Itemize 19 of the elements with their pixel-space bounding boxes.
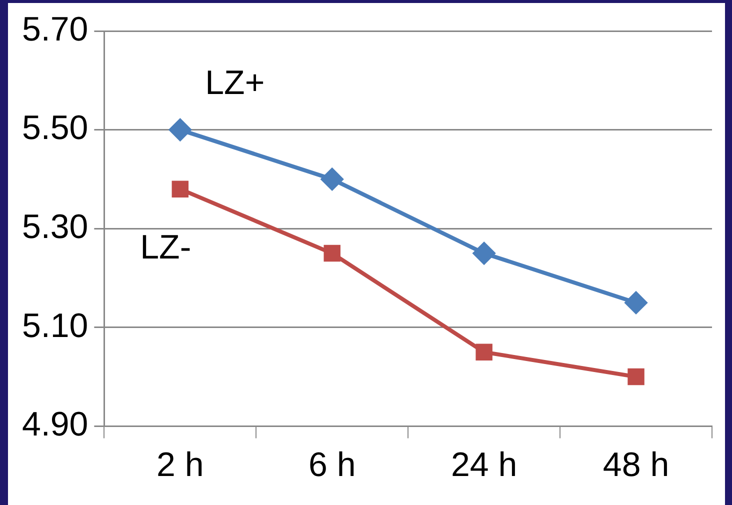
x-tick-label: 48 h [602, 446, 670, 484]
y-tick-label: 5.30 [22, 208, 88, 246]
series-label: LZ- [140, 228, 192, 266]
point [321, 168, 344, 190]
x-tick-label: 2 h [156, 446, 204, 484]
y-tick-label: 5.70 [22, 10, 88, 48]
y-tick-label: 4.90 [22, 406, 88, 444]
y-tick-label: 5.10 [22, 306, 88, 345]
point [324, 244, 340, 262]
point [625, 292, 648, 314]
y-tick-label: 5.50 [22, 109, 88, 148]
x-tick-label: 6 h [308, 446, 356, 484]
point [476, 344, 492, 360]
point [169, 118, 192, 141]
series-label: LZ+ [205, 64, 265, 102]
point [473, 242, 496, 264]
point [172, 180, 189, 198]
x-tick-label: 24 h [450, 446, 518, 484]
point [628, 368, 644, 386]
